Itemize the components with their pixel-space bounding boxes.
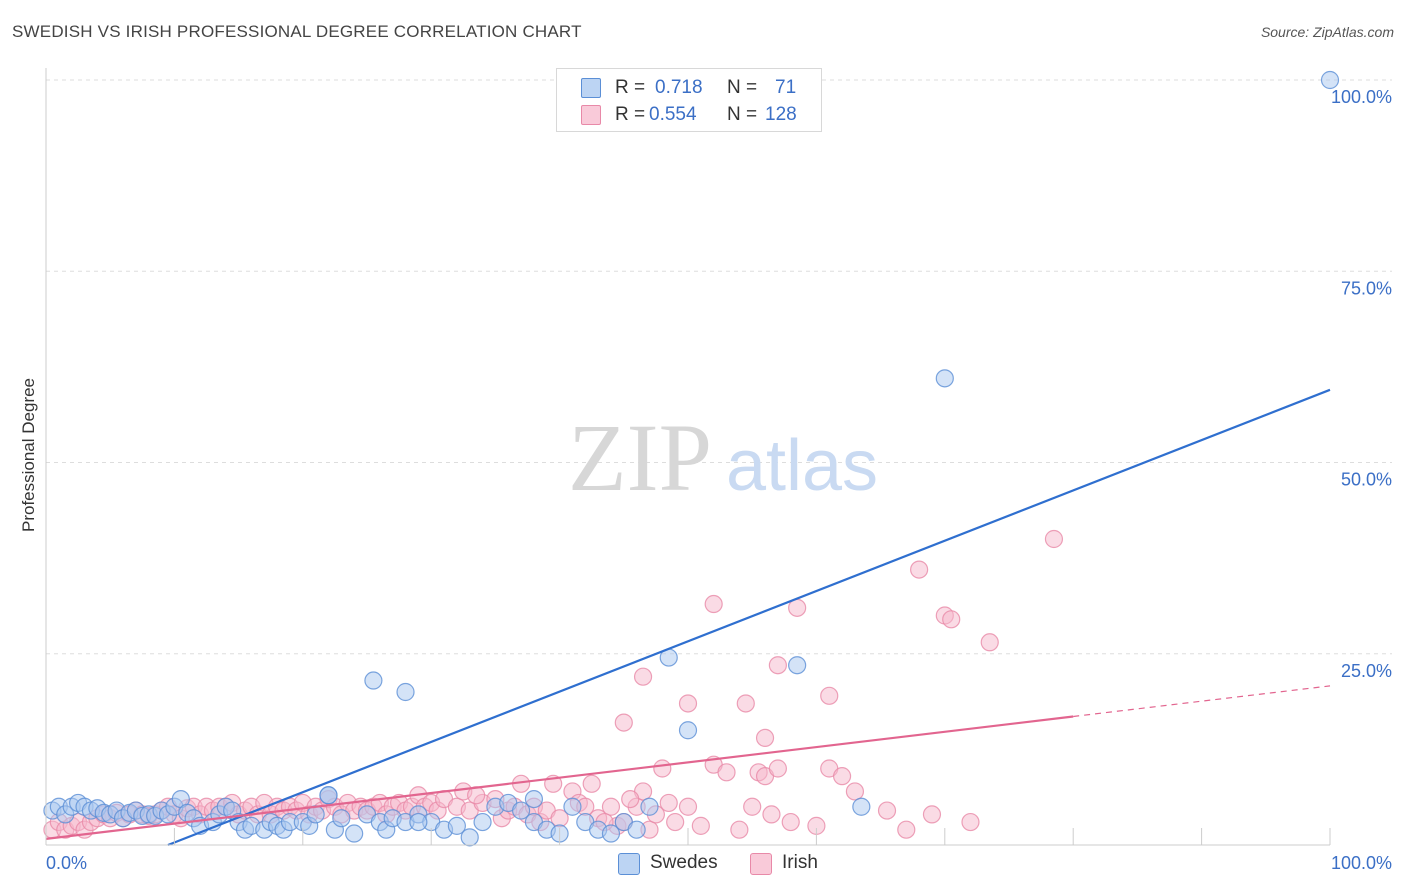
bottom-legend-label-irish: Irish: [782, 852, 818, 873]
irish-point: [743, 797, 762, 816]
swedes-point: [935, 369, 954, 388]
swedes-point: [563, 797, 582, 816]
y-tick-label: 100.0%: [1331, 87, 1392, 107]
irish-point: [877, 801, 897, 820]
swedes-point: [601, 824, 621, 843]
irish-point: [614, 713, 633, 732]
swedes-point: [319, 786, 338, 805]
irish-point: [832, 767, 852, 786]
irish-point: [717, 763, 736, 782]
irish-point: [762, 805, 781, 824]
irish-point: [601, 797, 621, 816]
irish-point: [922, 805, 942, 824]
legend-n-value: 71: [775, 77, 797, 98]
swedes-point: [460, 828, 479, 847]
legend-r-label: R =: [615, 77, 646, 98]
watermark-atlas: atlas: [726, 426, 878, 506]
irish-point: [653, 759, 672, 778]
irish-point: [621, 789, 640, 809]
irish-point: [582, 774, 601, 793]
irish-point: [820, 686, 839, 705]
irish-point: [691, 816, 710, 835]
swedes-point: [852, 797, 871, 816]
swedes-point: [640, 797, 659, 816]
x-tick-label: 0.0%: [46, 853, 87, 873]
irish-point: [659, 793, 678, 813]
irish-trendline: [45, 715, 1074, 840]
watermark: ZIP atlas: [568, 404, 878, 511]
y-axis-label: Professional Degree: [19, 378, 38, 532]
swedes-point: [332, 809, 351, 828]
correlation-legend: R = 0.718 N = 71 R = 0.554 N = 128: [556, 68, 822, 132]
irish-point: [961, 812, 980, 832]
swedes-point: [511, 801, 531, 820]
swedes-point: [447, 816, 466, 835]
bottom-legend-swatch-irish: [750, 853, 772, 875]
grid-layer: [46, 79, 1392, 655]
irish-point: [1044, 529, 1064, 549]
irish-point: [730, 820, 749, 839]
bottom-legend-label-swedes: Swedes: [650, 852, 718, 873]
source-credit: Source: ZipAtlas.com: [1260, 24, 1394, 40]
irish-point: [678, 694, 698, 713]
irish-trendline-extension: [1073, 685, 1331, 718]
swedes-point: [678, 721, 698, 740]
trend-layer: [45, 388, 1331, 847]
chart-title: SWEDISH VS IRISH PROFESSIONAL DEGREE COR…: [12, 22, 582, 41]
swedes-trendline: [167, 388, 1331, 847]
swedes-point: [396, 682, 415, 702]
swedes-point: [1320, 70, 1340, 90]
x-tick-label: 100.0%: [1331, 853, 1392, 873]
irish-point: [980, 633, 999, 652]
swedes-point: [473, 812, 492, 832]
swedes-point: [364, 671, 383, 690]
axis-layer: 25.0% 50.0% 75.0% 100.0% 0.0% 100.0%: [45, 68, 1392, 873]
irish-point: [768, 759, 787, 778]
irish-point: [755, 728, 775, 748]
swedes-point: [345, 824, 364, 843]
legend-swatch-swedes: [581, 78, 601, 98]
swedes-point: [409, 812, 428, 832]
points-layer: [43, 70, 1340, 847]
swedes-point: [788, 656, 807, 675]
legend-swatch-irish: [581, 105, 601, 125]
irish-point: [633, 667, 653, 686]
irish-point: [781, 812, 800, 832]
watermark-zip: ZIP: [568, 404, 712, 511]
y-tick-label: 25.0%: [1341, 661, 1392, 681]
bottom-legend-swatch-swedes: [618, 853, 640, 875]
legend-n-value: 128: [765, 104, 797, 125]
swedes-point: [524, 789, 544, 809]
legend-n-label: N =: [727, 77, 758, 98]
irish-point: [897, 820, 916, 839]
irish-point: [666, 812, 685, 832]
irish-point: [678, 797, 698, 816]
legend-r-value: 0.554: [649, 104, 697, 125]
irish-point: [845, 782, 865, 801]
irish-point: [942, 610, 961, 629]
y-tick-label: 75.0%: [1341, 278, 1392, 298]
legend-r-value: 0.718: [655, 77, 703, 98]
legend-n-label: N =: [727, 104, 758, 125]
swedes-point: [627, 820, 646, 839]
irish-point: [768, 656, 787, 675]
y-tick-label: 50.0%: [1341, 470, 1392, 490]
irish-point: [736, 694, 755, 713]
irish-point: [910, 560, 929, 579]
irish-point: [704, 594, 723, 614]
legend-r-label: R =: [615, 104, 646, 125]
